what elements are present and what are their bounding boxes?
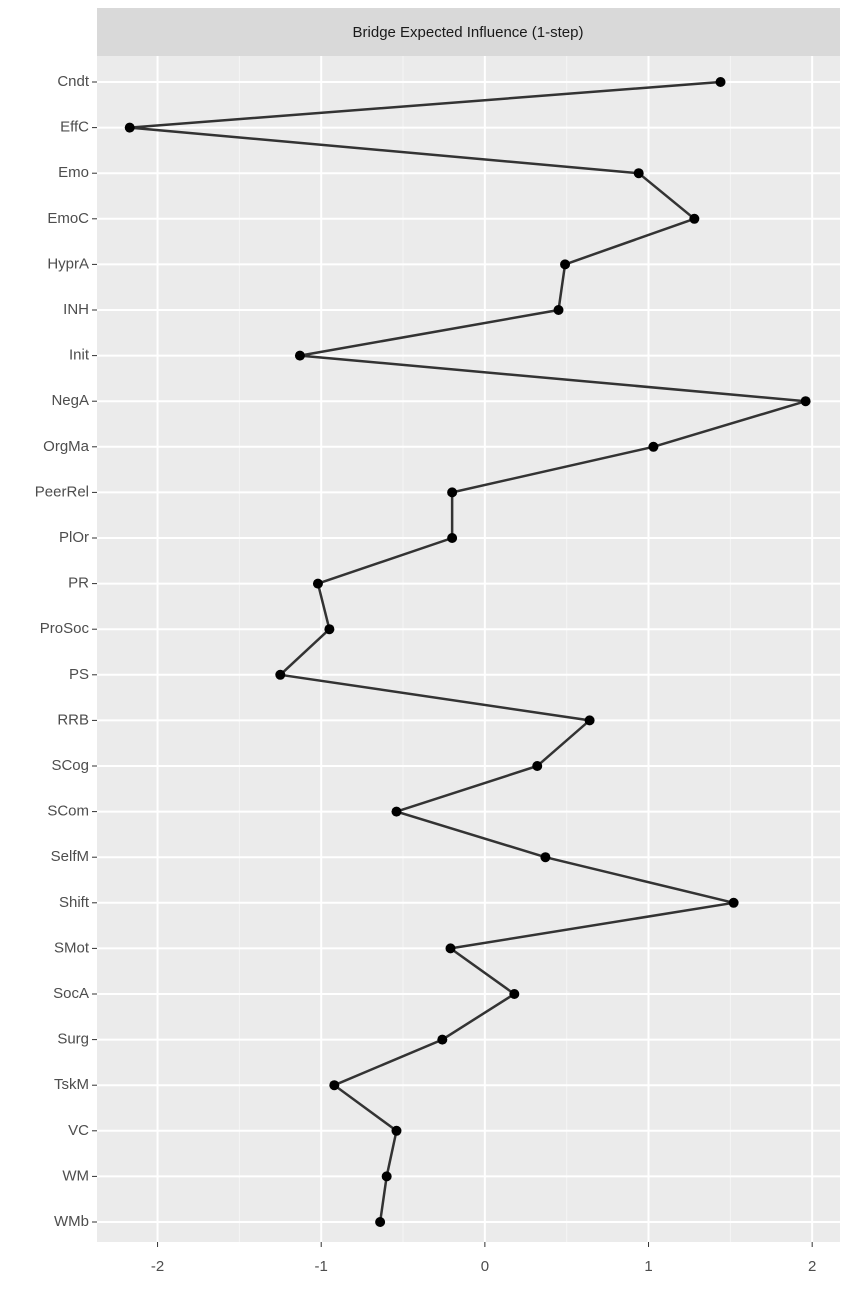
- point: [312, 578, 323, 589]
- point: [124, 122, 135, 133]
- y-tick-label: PS: [69, 666, 89, 683]
- point: [728, 897, 739, 908]
- point: [375, 1217, 386, 1227]
- point: [584, 715, 595, 726]
- point: [509, 989, 520, 999]
- point: [447, 487, 458, 498]
- y-tick-label: Init: [69, 347, 90, 364]
- x-tick-label: 2: [808, 1258, 816, 1275]
- x-tick-label: -2: [151, 1258, 164, 1275]
- point: [329, 1080, 340, 1091]
- point: [540, 852, 551, 863]
- x-tick-label: 0: [481, 1258, 489, 1275]
- y-tick-label: VC: [68, 1122, 89, 1139]
- point: [553, 305, 564, 315]
- point: [447, 533, 458, 543]
- point: [689, 213, 700, 224]
- y-tick-label: PeerRel: [35, 483, 89, 500]
- y-tick-label: PR: [68, 575, 89, 592]
- y-tick-label: HyprA: [47, 255, 89, 272]
- y-tick-label: SocA: [53, 985, 89, 1002]
- point: [391, 806, 402, 817]
- point: [437, 1034, 448, 1045]
- y-tick-label: PlOr: [59, 529, 89, 546]
- y-tick-label: Shift: [59, 894, 90, 911]
- x-tick-label: -1: [315, 1258, 328, 1275]
- y-tick-label: ProSoc: [40, 620, 90, 637]
- panel: [97, 56, 840, 1242]
- y-tick-label: WM: [62, 1167, 89, 1184]
- y-tick-label: INH: [63, 301, 89, 318]
- y-tick-label: Cndt: [57, 73, 90, 90]
- y-tick-label: Emo: [58, 164, 89, 181]
- point: [715, 77, 726, 87]
- point: [532, 761, 543, 771]
- y-tick-label: Surg: [57, 1031, 89, 1048]
- y-tick-label: SMot: [54, 939, 90, 956]
- strip: [97, 8, 840, 56]
- point: [445, 943, 456, 954]
- y-tick-label: SCom: [47, 803, 89, 820]
- y-tick-label: EmoC: [47, 210, 89, 227]
- point: [800, 396, 811, 407]
- y-tick-label: EffC: [60, 119, 89, 136]
- y-tick-label: TskM: [54, 1076, 89, 1093]
- y-tick-label: OrgMa: [43, 438, 90, 455]
- chart-title: Bridge Expected Influence (1-step): [353, 24, 584, 41]
- point: [633, 168, 644, 179]
- x-tick-label: 1: [644, 1258, 652, 1275]
- point: [381, 1171, 392, 1182]
- y-tick-label: SCog: [51, 757, 89, 774]
- point: [391, 1125, 402, 1136]
- point: [275, 669, 286, 680]
- line: [129, 80, 806, 1223]
- y-tick-label: WMb: [54, 1213, 89, 1230]
- point: [324, 624, 335, 635]
- point: [294, 350, 305, 361]
- y-tick-label: SelfM: [51, 848, 89, 865]
- point: [560, 259, 571, 270]
- point: [648, 441, 659, 452]
- y-tick-label: RRB: [57, 711, 89, 728]
- y-tick-label: NegA: [51, 392, 89, 409]
